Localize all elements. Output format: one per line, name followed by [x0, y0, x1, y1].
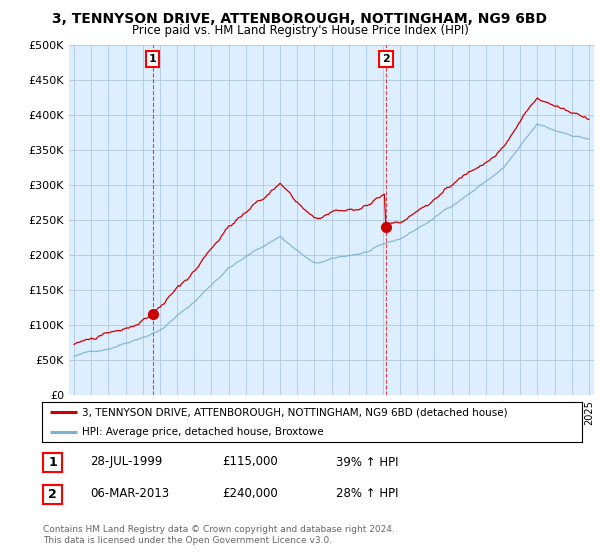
Text: 39% ↑ HPI: 39% ↑ HPI: [336, 455, 398, 469]
Text: 3, TENNYSON DRIVE, ATTENBOROUGH, NOTTINGHAM, NG9 6BD: 3, TENNYSON DRIVE, ATTENBOROUGH, NOTTING…: [53, 12, 548, 26]
Text: 28% ↑ HPI: 28% ↑ HPI: [336, 487, 398, 501]
Text: Price paid vs. HM Land Registry's House Price Index (HPI): Price paid vs. HM Land Registry's House …: [131, 24, 469, 37]
Text: 2: 2: [49, 488, 57, 501]
Text: Contains HM Land Registry data © Crown copyright and database right 2024.
This d: Contains HM Land Registry data © Crown c…: [43, 525, 395, 545]
Text: 2: 2: [382, 54, 390, 64]
Text: 1: 1: [49, 456, 57, 469]
Text: 28-JUL-1999: 28-JUL-1999: [90, 455, 163, 469]
Text: £240,000: £240,000: [222, 487, 278, 501]
Text: HPI: Average price, detached house, Broxtowe: HPI: Average price, detached house, Brox…: [83, 427, 324, 436]
Text: 06-MAR-2013: 06-MAR-2013: [90, 487, 169, 501]
Text: 3, TENNYSON DRIVE, ATTENBOROUGH, NOTTINGHAM, NG9 6BD (detached house): 3, TENNYSON DRIVE, ATTENBOROUGH, NOTTING…: [83, 407, 508, 417]
Text: £115,000: £115,000: [222, 455, 278, 469]
Text: 1: 1: [149, 54, 157, 64]
